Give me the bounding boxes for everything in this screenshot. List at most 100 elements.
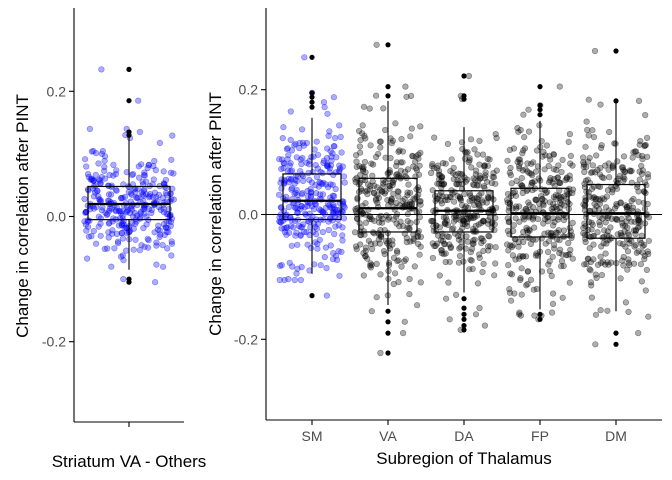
data-point (542, 189, 550, 197)
data-point (505, 262, 512, 269)
data-point (385, 216, 392, 223)
data-point (168, 156, 175, 163)
data-point (635, 217, 642, 224)
data-point (160, 263, 167, 270)
data-point (600, 233, 608, 241)
data-point (327, 181, 334, 188)
data-point (618, 215, 625, 222)
data-point (604, 228, 611, 235)
data-point (360, 272, 367, 279)
data-point (284, 145, 291, 152)
data-point (442, 160, 449, 167)
data-point (539, 195, 546, 202)
data-point (554, 174, 561, 181)
data-point (414, 167, 421, 174)
data-point (474, 212, 481, 219)
data-point (504, 241, 511, 248)
data-point (587, 259, 594, 266)
y-tick-label: 0.2 (239, 82, 259, 98)
data-point (469, 240, 476, 247)
data-point (451, 198, 458, 205)
data-point (605, 233, 613, 240)
x-tick-label: DM (605, 428, 627, 444)
data-point (335, 222, 343, 229)
data-point (455, 236, 463, 243)
data-point (606, 174, 613, 181)
data-point (611, 205, 619, 212)
data-point (415, 155, 422, 162)
data-point (114, 240, 122, 247)
data-point (480, 218, 487, 225)
data-point (386, 182, 393, 190)
data-point (479, 269, 486, 276)
data-point (366, 213, 373, 220)
data-point (444, 196, 451, 203)
data-point (377, 186, 384, 193)
data-point (460, 217, 467, 224)
data-point (481, 163, 488, 170)
data-point (138, 242, 145, 249)
data-point (156, 233, 163, 240)
data-point (317, 207, 324, 214)
data-point (505, 247, 512, 254)
data-point (109, 230, 116, 237)
data-point (622, 299, 630, 306)
data-point (281, 160, 288, 167)
data-point (417, 198, 424, 205)
data-point (134, 194, 142, 201)
data-point (416, 251, 423, 258)
data-point (402, 256, 409, 263)
data-point (619, 219, 626, 227)
data-point (156, 139, 163, 146)
data-point (635, 248, 642, 255)
data-point (330, 256, 337, 263)
data-point (351, 229, 359, 236)
data-point (312, 162, 319, 169)
data-point (140, 225, 147, 232)
data-point (436, 192, 443, 199)
data-point (560, 262, 567, 270)
data-point (303, 229, 310, 236)
data-point (88, 176, 95, 183)
data-point (118, 208, 125, 215)
data-point (592, 271, 599, 278)
data-point (545, 179, 553, 186)
data-point (463, 219, 471, 226)
data-point (378, 234, 385, 241)
data-point (364, 255, 371, 262)
data-point (470, 240, 477, 247)
data-point (357, 211, 365, 218)
data-point (525, 214, 533, 221)
data-point (641, 252, 648, 259)
data-point (386, 185, 393, 192)
data-point (534, 163, 542, 170)
box-plots (87, 66, 171, 285)
data-point (328, 153, 335, 160)
data-point (520, 253, 527, 260)
data-point (293, 186, 300, 194)
data-point (471, 214, 478, 221)
data-point (283, 224, 290, 231)
data-point (327, 148, 334, 155)
data-point (459, 225, 466, 232)
data-point (630, 149, 637, 156)
data-point (485, 194, 493, 201)
data-point (83, 255, 91, 262)
data-point (642, 111, 649, 119)
data-point (126, 209, 133, 216)
data-point (519, 189, 526, 196)
data-point (475, 177, 482, 184)
data-point (118, 194, 125, 202)
data-point (106, 171, 113, 179)
data-point (517, 181, 524, 188)
data-point (479, 151, 487, 158)
data-point (561, 193, 568, 200)
data-point (522, 253, 530, 260)
data-point (375, 194, 383, 201)
data-point (408, 125, 415, 132)
data-point (635, 188, 642, 195)
data-point (120, 181, 127, 188)
data-point (88, 148, 95, 155)
data-point (317, 168, 324, 175)
data-point (474, 182, 481, 189)
